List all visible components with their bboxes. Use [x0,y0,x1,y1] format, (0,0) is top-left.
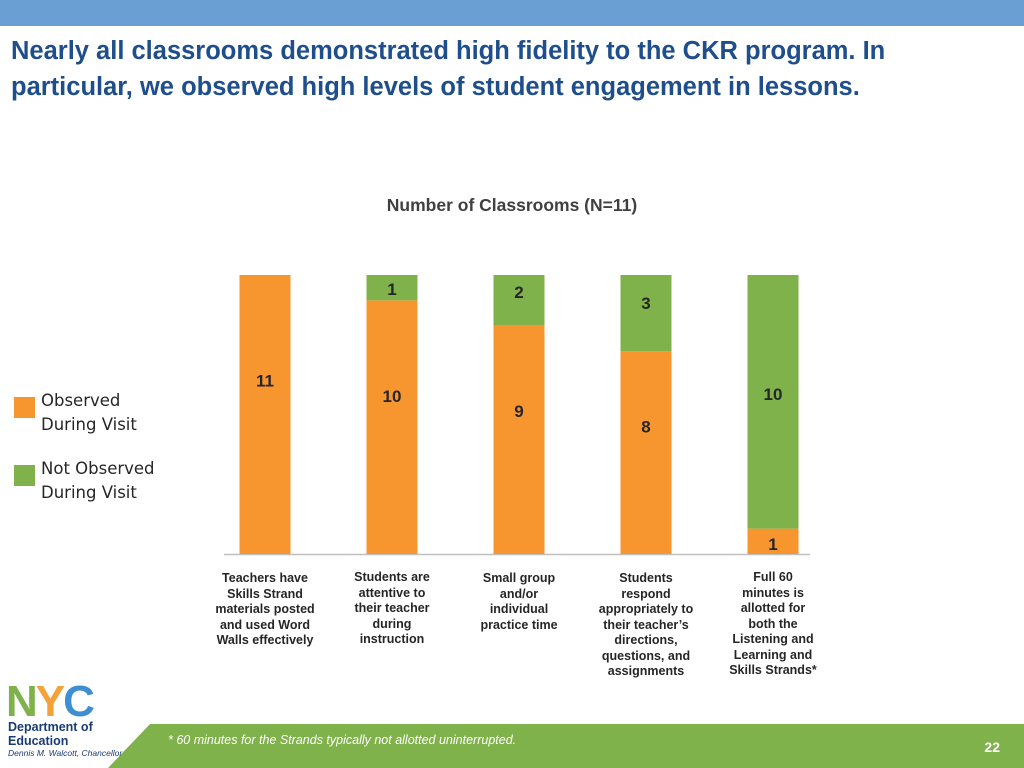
category-label-line: their teacher’s [603,617,689,632]
chart-title: Number of Classrooms (N=11) [386,195,638,215]
data-label: 1 [387,280,396,299]
category-label-line: allotted for [740,601,806,615]
bar-segment [366,300,418,554]
category-label-line: assignments [607,664,685,678]
category-label: Teachers have Skills Strand materials post… [202,571,328,649]
legend-label: Not Observed During Visit [41,457,181,505]
data-label: 10 [383,387,402,406]
bar-segment [620,275,672,352]
nyc-logo-mark: NYC [6,682,94,726]
legend-label-line: During Visit [41,483,137,502]
data-label: 9 [514,402,523,421]
category-label-line: respond [621,586,671,601]
top-accent-bar [0,0,1024,26]
category-label-line: questions, and [601,648,691,663]
bar-segment [747,275,799,529]
category-label-line: Small group [482,571,556,585]
category-label-line: Full 60 [753,570,793,584]
category-label: Small group and/or individual practice time [456,571,582,633]
bar-segment [620,351,672,554]
bar-segment [493,325,545,554]
category-label-line: individual [489,602,549,616]
category-label-line: both the [748,616,798,631]
category-label-line: Students [619,571,673,585]
category-label-line: Listening and [732,632,814,646]
category-label-line: materials posted [215,602,315,616]
bar-segment [747,528,799,554]
legend-label-line: During Visit [41,415,137,434]
legend-swatch [14,397,35,418]
category-label-line: Students are [354,570,430,584]
legend-swatch [14,465,35,486]
legend-label-line: Not Observed [41,459,155,478]
legend-label-line: Observed [41,391,121,410]
category-label-line: Walls effectively [216,633,314,647]
category-label-line: their teacher [354,601,430,615]
category-label-line: Skills Strands* [729,663,817,677]
data-label: 8 [641,417,650,436]
data-label: 11 [256,372,274,391]
data-label: 3 [641,294,650,313]
bar-segment [239,275,291,554]
category-label: Students are attentive to their teacher dur… [329,570,455,648]
slide-headline: Nearly all classrooms demonstrated high … [11,37,886,101]
category-label: Students respond appropriately to their tea… [583,571,709,680]
category-label-line: Learning and [733,647,813,662]
category-label-line: appropriately to [598,602,694,616]
data-label: 10 [764,385,783,404]
category-label-line: and/or [499,586,539,601]
category-label-line: Teachers have [222,571,308,585]
footnote: * 60 minutes for the Strands typically n… [168,733,517,747]
category-label-line: directions, [614,633,678,647]
department-line-2: Education [8,734,69,748]
data-label: 2 [514,283,523,302]
category-label-line: Skills Strand [227,586,303,601]
page-number: 22 [984,739,1000,755]
nyc-doe-logo: NYC [6,682,96,726]
category-label-line: instruction [359,632,425,646]
category-label-line: during [372,616,412,631]
legend-label: Observed During Visit [41,389,181,437]
bar-segment [493,275,545,326]
category-label: Full 60 minutes is allotted for both the Lis… [710,570,836,679]
category-label-line: attentive to [358,585,426,600]
department-line-1: Department of [8,720,93,734]
department-name: Department of Education [8,720,93,748]
chancellor-name: Dennis M. Walcott, Chancellor [8,748,123,758]
category-label-line: minutes is [742,585,804,600]
data-label: 1 [768,535,777,554]
bar-segment [366,275,418,301]
category-label-line: practice time [480,617,558,632]
category-label-line: and used Word [219,617,311,632]
